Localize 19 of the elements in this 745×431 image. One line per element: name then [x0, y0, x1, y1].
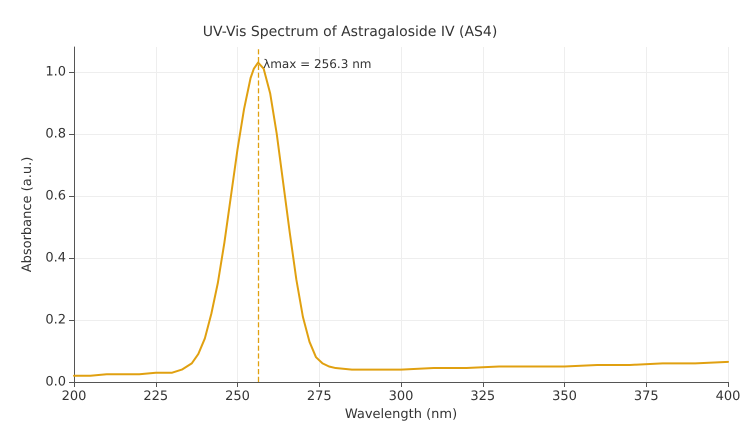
chart-title: UV-Vis Spectrum of Astragaloside IV (AS4): [202, 24, 498, 40]
y-tick-label: 0.2: [45, 312, 66, 328]
x-tick-label: 400: [716, 389, 740, 404]
y-tick-label: 0.8: [45, 126, 66, 142]
ref-line-label: λmax = 256.3 nm: [263, 57, 372, 71]
y-tick-label: 0.0: [45, 374, 66, 390]
x-tick-label: 225: [143, 389, 168, 404]
y-tick-label: 0.6: [45, 188, 66, 204]
x-axis-title: Wavelength (nm): [344, 406, 458, 422]
x-tick-label: 375: [634, 389, 659, 404]
x-tick-label: 275: [306, 389, 332, 404]
y-tick-label: 0.4: [45, 250, 66, 266]
x-tick-label: 250: [225, 389, 250, 404]
x-tick-label: 300: [388, 389, 414, 404]
x-tick-label: 325: [470, 389, 496, 404]
x-tick-label: 200: [62, 389, 86, 404]
y-axis-title: Absorbance (a.u.): [20, 156, 35, 272]
y-tick-label: 1.0: [45, 64, 66, 80]
x-tick-label: 350: [552, 389, 577, 404]
